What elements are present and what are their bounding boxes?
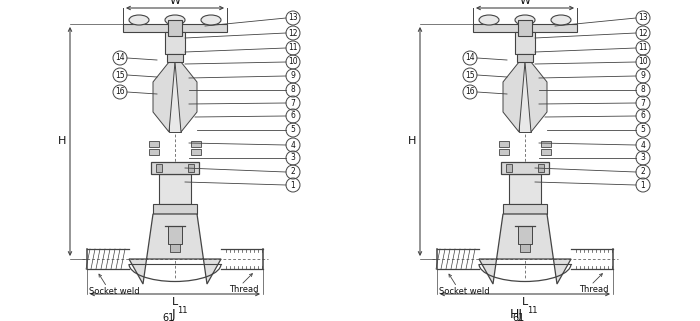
Text: 11: 11 xyxy=(638,44,648,53)
Polygon shape xyxy=(503,62,525,132)
Text: 14: 14 xyxy=(466,54,475,63)
Bar xyxy=(517,54,533,62)
Text: 9: 9 xyxy=(640,72,645,81)
Bar xyxy=(503,204,547,214)
Text: 11: 11 xyxy=(288,44,298,53)
Bar xyxy=(501,162,549,174)
Bar xyxy=(541,149,551,155)
Text: 15: 15 xyxy=(466,71,475,80)
Bar xyxy=(519,62,531,132)
Polygon shape xyxy=(525,62,547,132)
Text: 7: 7 xyxy=(290,99,295,108)
Bar xyxy=(169,62,181,132)
Bar xyxy=(159,174,191,204)
Bar xyxy=(123,24,227,32)
Text: W: W xyxy=(519,0,531,6)
Bar xyxy=(506,164,512,172)
Bar xyxy=(149,149,159,155)
Bar xyxy=(168,20,182,36)
Bar xyxy=(518,226,532,244)
Ellipse shape xyxy=(479,15,499,25)
Text: L: L xyxy=(172,297,178,307)
Text: 61: 61 xyxy=(162,313,175,321)
Bar xyxy=(518,20,532,36)
Text: L: L xyxy=(522,297,528,307)
Text: 16: 16 xyxy=(466,88,475,97)
Text: Socket weld: Socket weld xyxy=(439,287,489,296)
Text: 61: 61 xyxy=(512,313,525,321)
Bar xyxy=(520,244,530,252)
Bar xyxy=(515,32,535,54)
Bar xyxy=(499,141,509,147)
Ellipse shape xyxy=(551,15,571,25)
Bar xyxy=(151,162,199,174)
Polygon shape xyxy=(479,214,571,284)
Text: 15: 15 xyxy=(116,71,125,80)
Text: 13: 13 xyxy=(288,13,298,22)
Text: 5: 5 xyxy=(290,126,295,134)
Bar xyxy=(538,164,544,172)
Text: 1: 1 xyxy=(640,180,645,189)
Bar xyxy=(541,141,551,147)
Text: Thread: Thread xyxy=(579,285,608,294)
Text: 11: 11 xyxy=(177,306,188,315)
Bar xyxy=(191,141,201,147)
Text: 2: 2 xyxy=(640,168,645,177)
Text: 10: 10 xyxy=(638,57,648,66)
Text: HJ: HJ xyxy=(510,308,523,321)
Text: 16: 16 xyxy=(116,88,125,97)
Polygon shape xyxy=(153,62,175,132)
Text: 8: 8 xyxy=(640,85,645,94)
Bar xyxy=(149,141,159,147)
Text: 6: 6 xyxy=(640,111,645,120)
Text: 10: 10 xyxy=(288,57,298,66)
Text: 2: 2 xyxy=(290,168,295,177)
Text: 3: 3 xyxy=(640,153,645,162)
Text: 5: 5 xyxy=(640,126,645,134)
Text: 8: 8 xyxy=(290,85,295,94)
Bar xyxy=(473,24,577,32)
Text: 6: 6 xyxy=(290,111,295,120)
Text: 11: 11 xyxy=(527,306,538,315)
Bar xyxy=(167,54,183,62)
Ellipse shape xyxy=(165,15,185,25)
Text: 7: 7 xyxy=(640,99,645,108)
Ellipse shape xyxy=(515,15,535,25)
Ellipse shape xyxy=(201,15,221,25)
Bar xyxy=(170,244,180,252)
Text: Socket weld: Socket weld xyxy=(89,287,139,296)
Text: H: H xyxy=(57,136,66,146)
Text: 9: 9 xyxy=(290,72,295,81)
Text: H: H xyxy=(407,136,416,146)
Bar xyxy=(156,164,162,172)
Ellipse shape xyxy=(129,15,149,25)
Text: 12: 12 xyxy=(288,29,298,38)
Text: 12: 12 xyxy=(638,29,648,38)
Polygon shape xyxy=(129,214,221,284)
Text: W: W xyxy=(169,0,181,6)
Text: 4: 4 xyxy=(290,141,295,150)
Bar xyxy=(188,164,194,172)
Text: 14: 14 xyxy=(116,54,125,63)
Text: 3: 3 xyxy=(290,153,295,162)
Text: 4: 4 xyxy=(640,141,645,150)
Text: J: J xyxy=(172,308,175,321)
Text: 13: 13 xyxy=(638,13,648,22)
Polygon shape xyxy=(175,62,197,132)
Text: Thread: Thread xyxy=(229,285,258,294)
Bar xyxy=(509,174,541,204)
Bar xyxy=(168,226,182,244)
Text: 1: 1 xyxy=(290,180,295,189)
Bar xyxy=(153,204,197,214)
Bar xyxy=(165,32,185,54)
Bar xyxy=(191,149,201,155)
Bar xyxy=(499,149,509,155)
